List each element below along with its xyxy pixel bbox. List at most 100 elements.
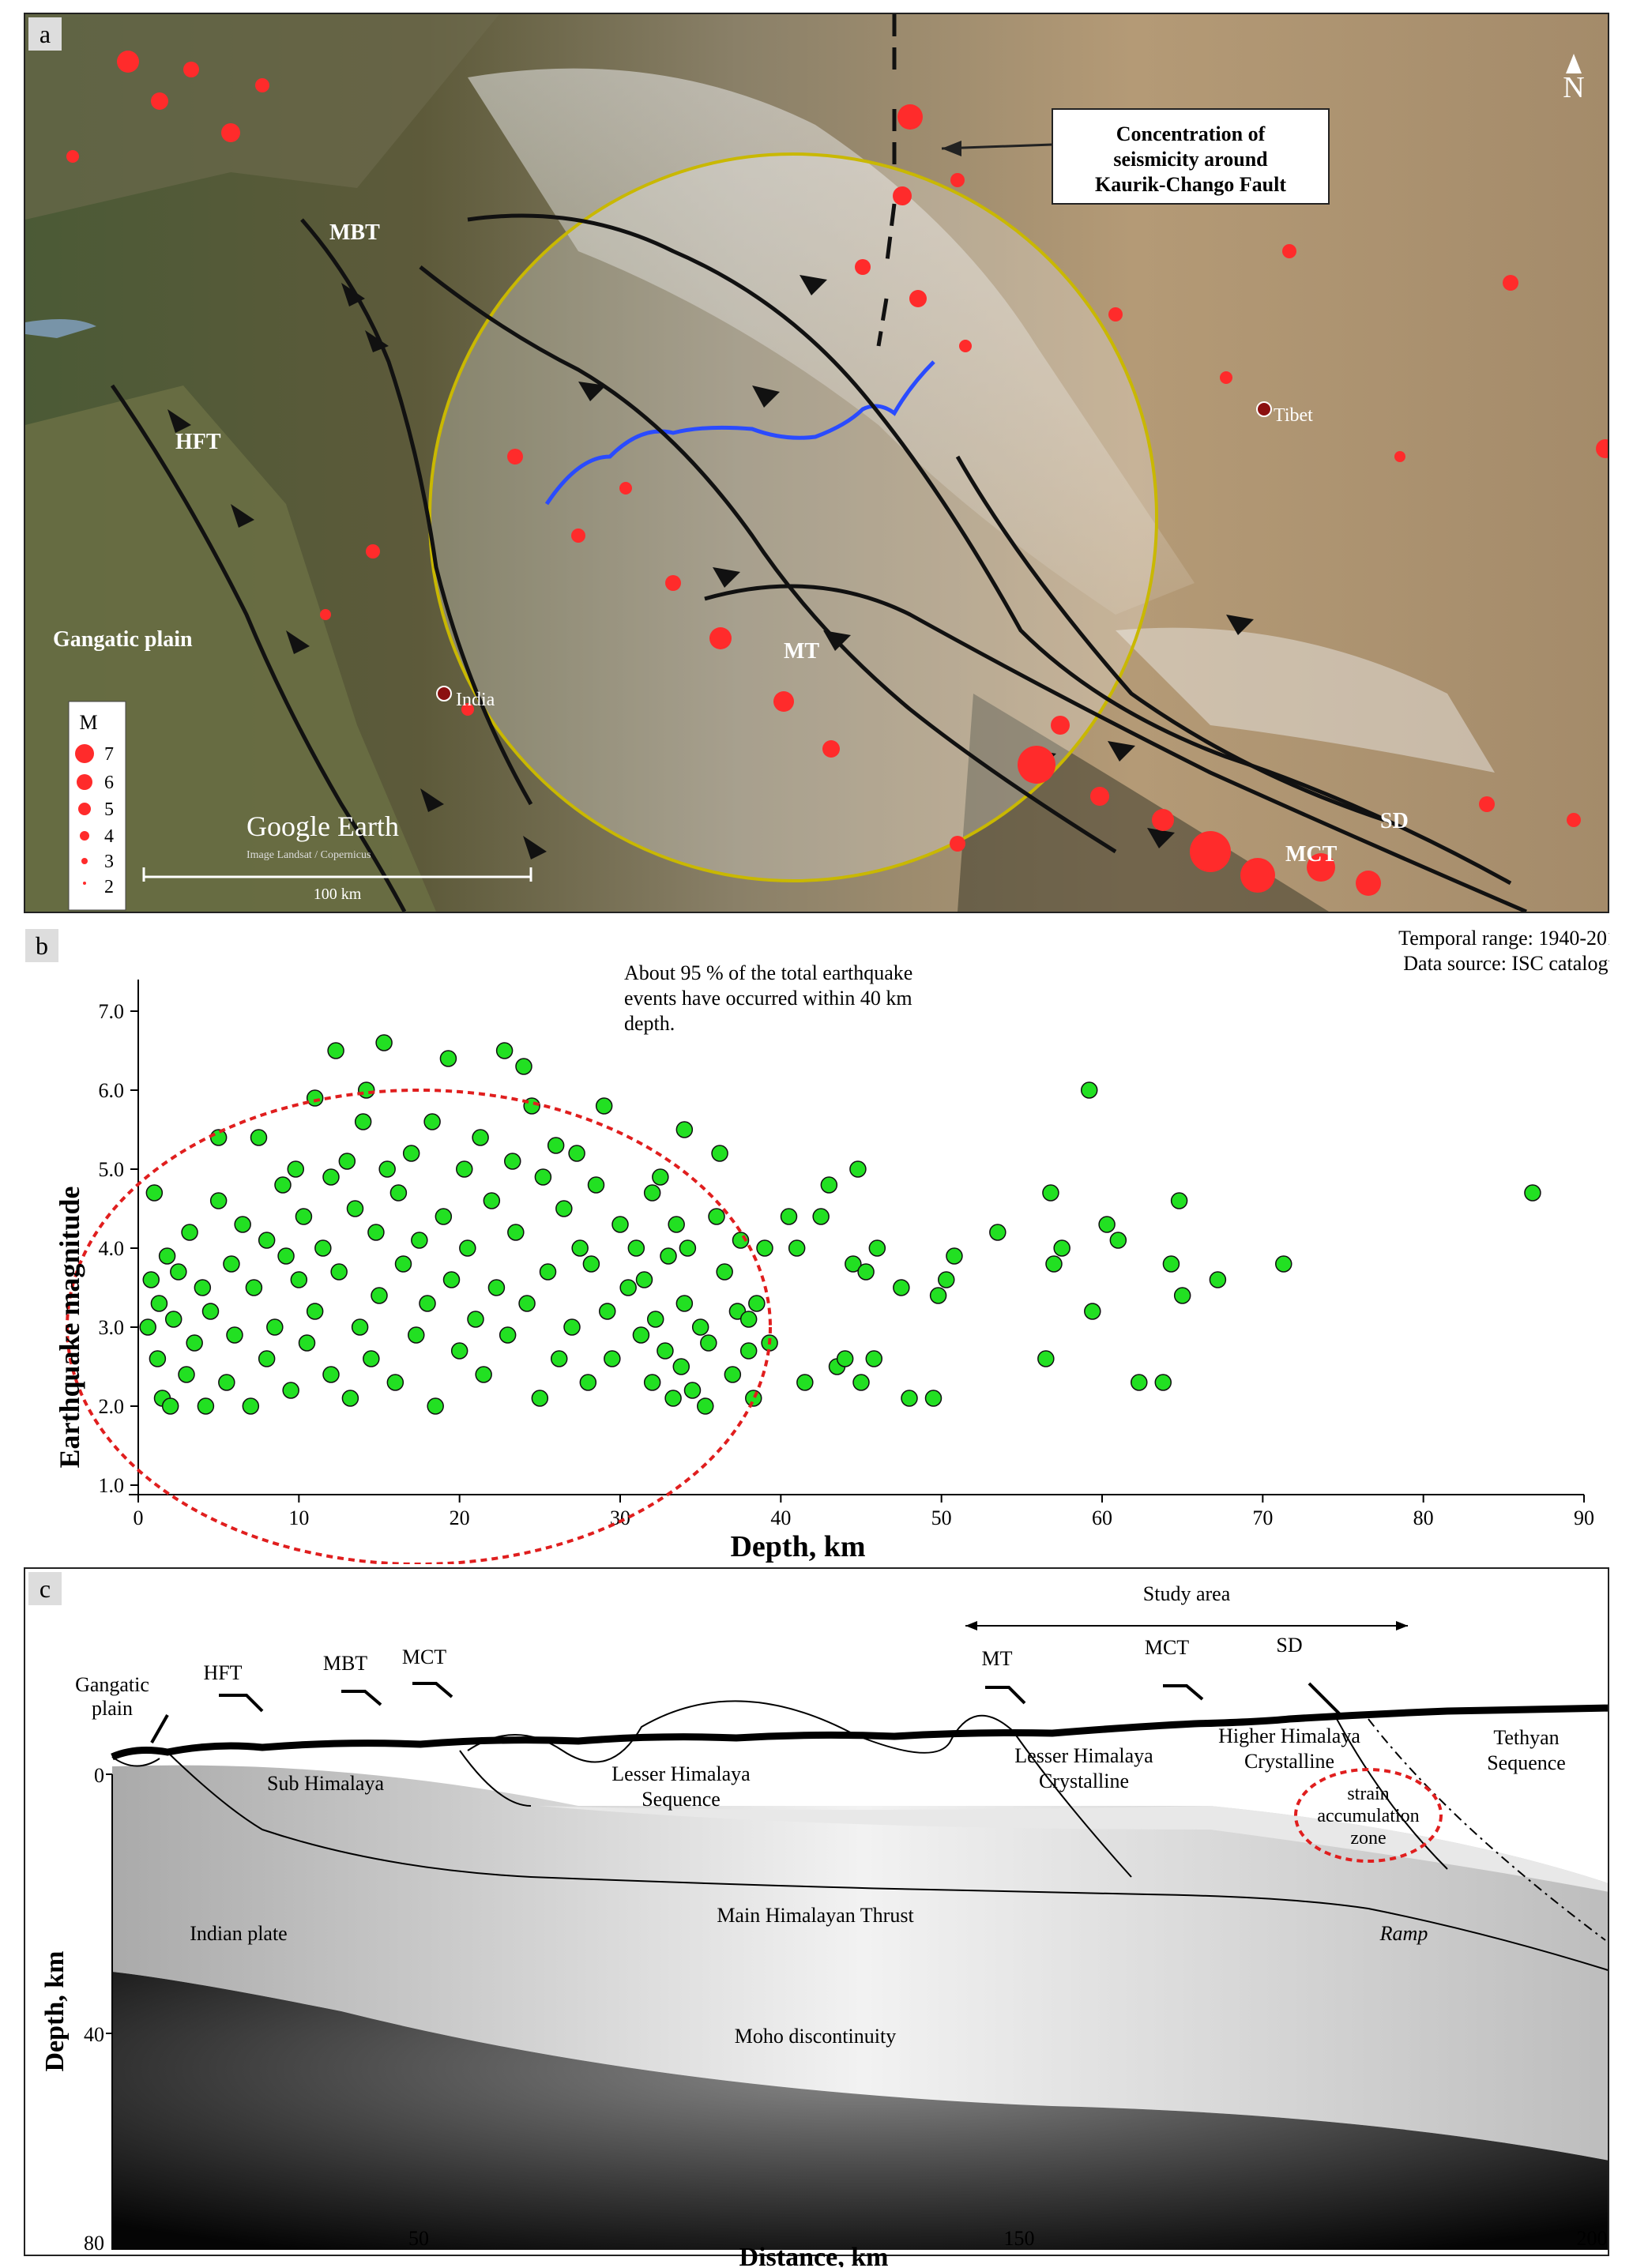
- data-point: [258, 1350, 276, 1367]
- data-point: [504, 1153, 521, 1170]
- fault-label-mbt: MBT: [329, 220, 380, 245]
- data-point: [226, 1326, 243, 1344]
- distance-axis-title: Distance, km: [739, 2243, 889, 2267]
- data-point: [697, 1397, 714, 1415]
- unit-sub-himalaya: Sub Himalaya: [267, 1772, 384, 1795]
- data-point: [700, 1334, 717, 1352]
- data-point: [378, 1160, 396, 1178]
- callout-line-1: Concentration of: [1116, 122, 1266, 145]
- data-point: [282, 1382, 299, 1399]
- data-point: [442, 1271, 461, 1288]
- callout-box: [1052, 108, 1330, 205]
- study-area-label: Study area: [1143, 1582, 1231, 1605]
- zone-line-1: strain: [1347, 1784, 1389, 1804]
- data-point: [487, 1279, 506, 1296]
- panel-b-chart: b Temporal range: 1940-2019 Data source:…: [24, 916, 1627, 1566]
- fault-lines: [110, 14, 1527, 912]
- fault-label-mt: MT: [784, 639, 819, 664]
- info-temporal-range: Temporal range: 1940-2019: [1398, 927, 1609, 950]
- x-axis-title: Depth, km: [730, 1530, 865, 1563]
- data-point: [820, 1176, 838, 1194]
- data-point: [338, 1153, 356, 1170]
- data-point: [756, 1239, 773, 1257]
- y-axis-title: Earthquake magnitude: [54, 1186, 85, 1468]
- data-point: [531, 1390, 549, 1407]
- data-point: [1131, 1374, 1148, 1391]
- data-point: [456, 1160, 473, 1178]
- data-point: [194, 1279, 212, 1296]
- data-point: [1098, 1216, 1116, 1233]
- data-point: [322, 1366, 340, 1383]
- data-point: [711, 1145, 728, 1162]
- distance-tick-50: 50: [408, 2228, 429, 2250]
- data-point: [164, 1311, 182, 1328]
- data-point: [1045, 1255, 1063, 1273]
- data-point: [901, 1390, 918, 1407]
- data-point: [145, 1184, 164, 1202]
- data-point: [223, 1255, 240, 1273]
- cross-section: c: [28, 1572, 1614, 2255]
- data-point: [595, 1097, 613, 1115]
- data-point: [322, 1168, 340, 1186]
- data-point: [197, 1397, 215, 1415]
- data-point: [1524, 1184, 1541, 1202]
- data-point: [627, 1239, 645, 1257]
- depth-tick-80: 80: [84, 2232, 104, 2255]
- data-point: [571, 1239, 589, 1257]
- data-point: [242, 1397, 260, 1415]
- legend-value-4: 4: [104, 826, 114, 847]
- zone-line-2: accumulation: [1317, 1806, 1419, 1826]
- data-point: [258, 1232, 276, 1249]
- data-point: [346, 1200, 364, 1217]
- data-point: [475, 1366, 492, 1383]
- data-point: [587, 1176, 605, 1194]
- data-point: [1170, 1192, 1188, 1209]
- distance-axis: 50 150 200 Distance, km: [408, 2228, 1608, 2267]
- data-point: [635, 1271, 653, 1288]
- legend-value-2: 2: [104, 877, 114, 897]
- x-tick-label: 90: [1574, 1506, 1594, 1529]
- thrust-teeth: [167, 275, 1254, 859]
- data-point: [515, 1058, 532, 1075]
- legend-value-6: 6: [104, 773, 114, 793]
- data-point: [1162, 1255, 1180, 1273]
- data-point: [499, 1326, 517, 1344]
- data-point: [1109, 1232, 1127, 1249]
- data-point: [788, 1239, 806, 1257]
- data-point: [668, 1216, 685, 1233]
- data-point: [330, 1263, 348, 1281]
- data-point: [657, 1342, 674, 1360]
- surface-line: [111, 1704, 1614, 1761]
- data-point: [295, 1208, 313, 1225]
- satellite-map: Concentration of seismicity around Kauri…: [25, 14, 1608, 912]
- fault-label-sd: SD: [1380, 809, 1409, 833]
- data-point: [306, 1089, 324, 1107]
- data-point: [371, 1287, 388, 1304]
- data-point: [1084, 1303, 1101, 1320]
- place-india: India: [456, 690, 495, 710]
- data-point: [716, 1263, 733, 1281]
- unit-tethyan-2: Sequence: [1487, 1751, 1566, 1774]
- data-point: [209, 1129, 228, 1146]
- label-sd: SD: [1276, 1634, 1302, 1657]
- zone-line-3: zone: [1350, 1828, 1386, 1849]
- image-credit: Image Landsat / Copernicus: [246, 849, 371, 861]
- data-point: [507, 1224, 525, 1241]
- data-point: [411, 1232, 428, 1249]
- data-point: [555, 1200, 573, 1217]
- depth-tick-0: 0: [94, 1764, 104, 1787]
- data-point: [419, 1295, 436, 1312]
- annotation-line-2: events have occurred within 40 km: [624, 987, 912, 1010]
- indian-plate-layer: [112, 1765, 1613, 2161]
- data-point: [534, 1168, 552, 1186]
- mantle-layer: [112, 1972, 1613, 2250]
- data-point: [394, 1255, 412, 1273]
- river: [544, 360, 935, 506]
- data-point: [929, 1287, 947, 1304]
- distance-tick-150: 150: [1004, 2228, 1035, 2250]
- data-point: [724, 1366, 742, 1383]
- x-tick-label: 20: [450, 1506, 470, 1529]
- data-point: [354, 1113, 372, 1130]
- plot-area: 0 10 20 30 40 50 60 70 80 901.02.03.04.05.06.07.0: [99, 980, 1594, 1529]
- data-point: [495, 1042, 514, 1059]
